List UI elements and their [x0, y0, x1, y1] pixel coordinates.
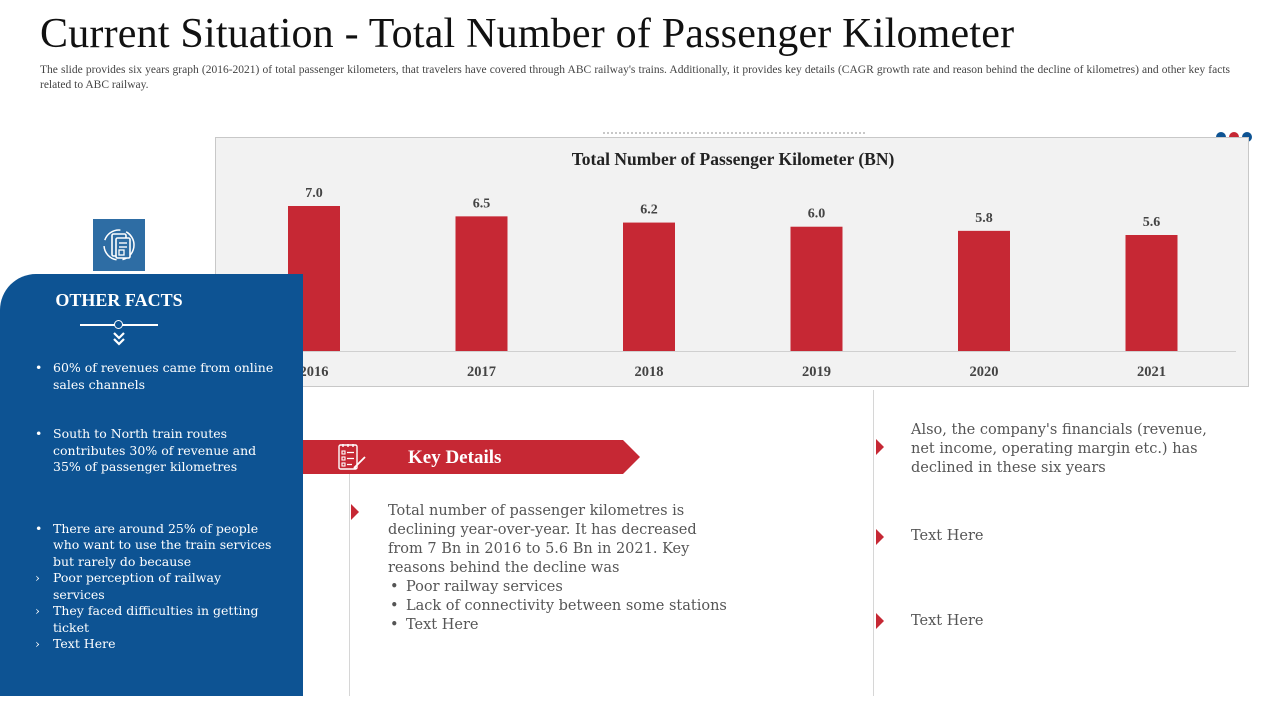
key-details-title: Key Details — [408, 447, 502, 468]
x-tick-label-2017: 2017 — [467, 364, 496, 380]
other-facts-title: OTHER FACTS — [55, 290, 183, 310]
chart-dotted-divider — [603, 132, 865, 138]
chart-title: Total Number of Passenger Kilometer (BN) — [572, 149, 895, 169]
fact-item-south-north-routes: South to North train routes contributes … — [35, 426, 275, 476]
page-title: Current Situation - Total Number of Pass… — [40, 11, 1015, 57]
x-tick-label-2019: 2019 — [802, 364, 831, 380]
right-note-marker-2 — [876, 529, 884, 545]
key-details-bullet: Poor railway services — [388, 578, 728, 597]
data-label-2020: 5.8 — [975, 211, 993, 226]
other-facts-icon-box — [93, 219, 145, 271]
fact-item-non-users: There are around 25% of people who want … — [35, 521, 275, 571]
fact-subitem-ticket-difficulty: They faced difficulties in getting ticke… — [35, 603, 275, 636]
fact-subitem-text-here: Text Here — [35, 636, 275, 653]
document-report-icon — [103, 229, 135, 261]
right-notes-vertical-line — [873, 390, 874, 696]
bar-2020 — [958, 230, 1010, 351]
key-details-paragraph: Total number of passenger kilometres is … — [388, 503, 697, 576]
bar-2021 — [1125, 235, 1178, 351]
data-label-2021: 5.6 — [1143, 215, 1161, 230]
x-tick-label-2020: 2020 — [970, 364, 999, 380]
fact-item-online-revenue: 60% of revenues came from online sales c… — [35, 360, 275, 393]
key-details-bullets: Poor railway services Lack of connectivi… — [388, 578, 728, 635]
bar-2019 — [790, 226, 843, 351]
bar-2017 — [455, 216, 508, 351]
data-label-2017: 6.5 — [473, 196, 491, 211]
x-tick-label-2016: 2016 — [300, 364, 329, 380]
right-note-marker-3 — [876, 613, 884, 629]
right-note-marker-1 — [876, 439, 884, 455]
key-details-bullet: Lack of connectivity between some statio… — [388, 597, 728, 616]
key-details-vertical-line — [349, 474, 350, 696]
x-tick-label-2018: 2018 — [635, 364, 664, 380]
data-label-2016: 7.0 — [305, 186, 323, 201]
double-chevron-down-icon — [113, 332, 125, 346]
data-label-2019: 6.0 — [808, 207, 826, 222]
key-details-banner: Key Details — [303, 440, 640, 474]
x-tick-label-2021: 2021 — [1137, 364, 1166, 380]
fact-subitem-poor-perception: Poor perception of railway services — [35, 570, 275, 603]
bar-2018 — [623, 222, 675, 351]
bars-layer: 7.0 2016 6.5 2017 6.2 2018 6.0 2019 5.8 2020 5.6 20… — [288, 186, 1178, 380]
page-subtitle: The slide provides six years graph (2016… — [40, 64, 1230, 91]
key-details-body: Total number of passenger kilometres is … — [388, 502, 728, 635]
right-note-text-3: Text Here — [911, 613, 984, 629]
right-note-text-2: Text Here — [911, 528, 984, 544]
other-facts-panel: OTHER FACTS 60% of revenues came from on… — [0, 274, 303, 696]
checklist-icon — [338, 444, 366, 470]
bar-chart: Total Number of Passenger Kilometer (BN)… — [230, 149, 1236, 380]
bar-chart-panel: Total Number of Passenger Kilometer (BN)… — [215, 137, 1249, 387]
other-facts-list: 60% of revenues came from online sales c… — [35, 360, 275, 653]
right-note-financials: Also, the company's financials (revenue,… — [911, 422, 1207, 476]
data-label-2018: 6.2 — [640, 203, 658, 218]
other-facts-divider-knob — [114, 320, 123, 329]
key-details-marker — [351, 504, 359, 520]
key-details-bullet: Text Here — [388, 616, 728, 635]
